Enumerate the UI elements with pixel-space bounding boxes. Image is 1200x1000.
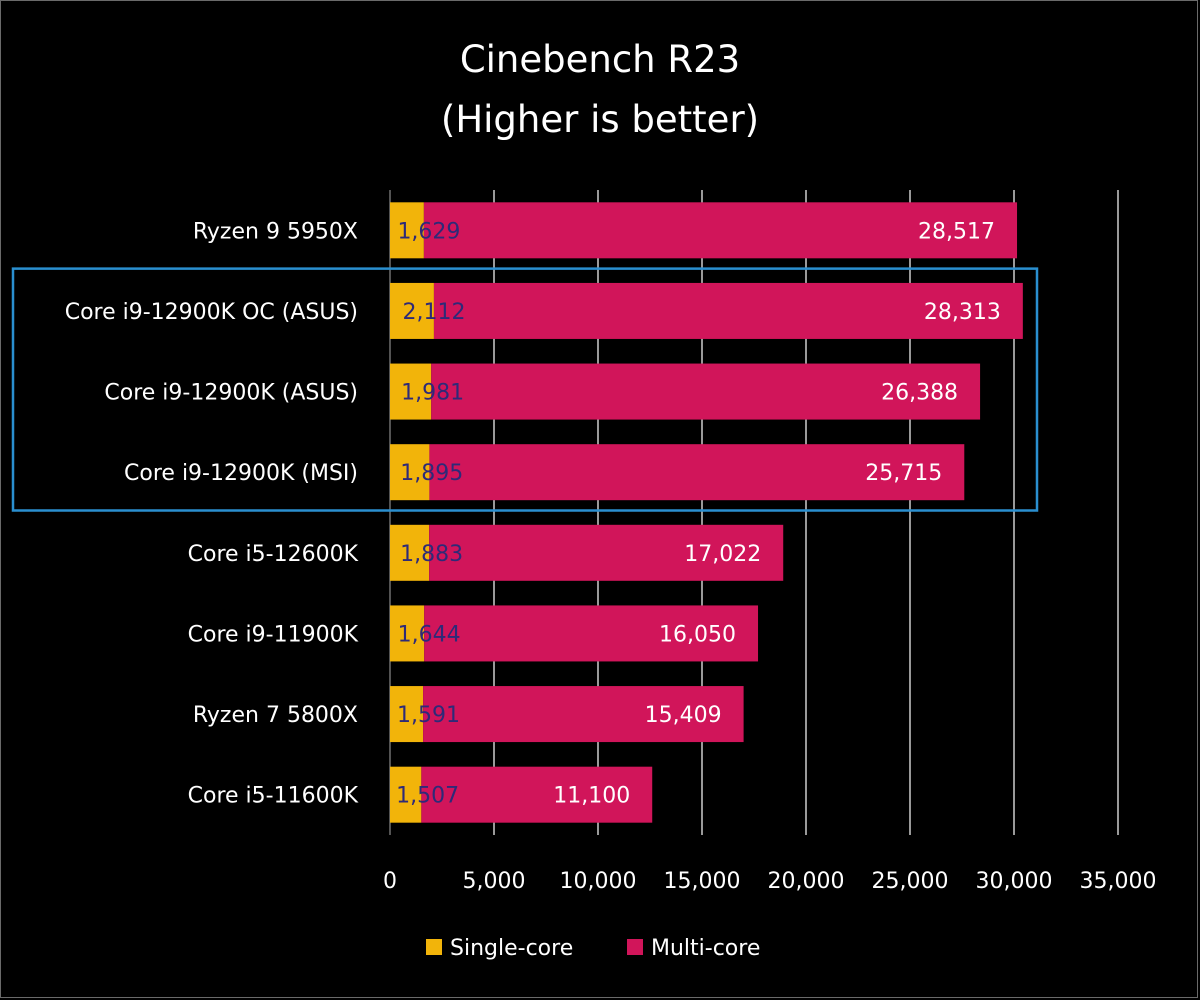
category-label: Core i5-11600K xyxy=(188,784,359,809)
x-tick-label: 5,000 xyxy=(463,869,526,894)
x-tick-label: 0 xyxy=(383,869,397,894)
category-label: Ryzen 9 5950X xyxy=(193,219,358,244)
bar-multi-core xyxy=(423,202,1018,259)
x-tick-label: 15,000 xyxy=(664,869,741,894)
single-core-value-label: 1,883 xyxy=(400,542,463,567)
multi-core-value-label: 17,022 xyxy=(684,542,761,567)
single-core-value-label: 1,644 xyxy=(398,622,461,647)
single-core-value-label: 1,981 xyxy=(401,381,464,406)
bar-multi-core xyxy=(424,605,759,662)
bar-single-core xyxy=(390,202,424,259)
single-core-value-label: 1,591 xyxy=(397,703,460,728)
category-label: Core i5-12600K xyxy=(188,542,359,567)
category-label: Core i9-12900K OC (ASUS) xyxy=(65,300,358,325)
legend-multi-core-label: Multi-core xyxy=(651,936,760,961)
bar-multi-core xyxy=(421,766,653,823)
multi-core-value-label: 11,100 xyxy=(553,784,630,809)
bar-single-core xyxy=(390,363,432,420)
bar-single-core xyxy=(390,444,430,501)
single-core-value-label: 2,112 xyxy=(402,300,465,325)
category-labels: Ryzen 9 5950X Core i9-12900K OC (ASUS) Cor… xyxy=(65,219,359,808)
legend: Single-core Multi-core xyxy=(426,936,760,961)
x-tick-label: 25,000 xyxy=(872,869,949,894)
bar-single-core xyxy=(390,686,424,743)
category-label: Core i9-12900K (ASUS) xyxy=(104,381,358,406)
x-tick-label: 20,000 xyxy=(768,869,845,894)
legend-single-core-label: Single-core xyxy=(450,936,573,961)
category-label: Core i9-11900K xyxy=(188,622,359,647)
chart-subtitle: (Higher is better) xyxy=(441,98,759,141)
bar-single-core xyxy=(390,766,422,823)
bar-single-core xyxy=(390,605,425,662)
category-label: Core i9-12900K (MSI) xyxy=(124,461,358,486)
multi-core-value-label: 16,050 xyxy=(659,622,736,647)
legend-single-core-swatch xyxy=(426,939,442,955)
x-tick-label: 30,000 xyxy=(976,869,1053,894)
highlight-box xyxy=(11,267,1039,512)
single-core-value-label: 1,507 xyxy=(396,784,459,809)
bar-multi-core xyxy=(429,524,784,581)
legend-multi-core-swatch xyxy=(627,939,643,955)
multi-core-value-label: 15,409 xyxy=(645,703,722,728)
bars: 1,629 28,517 2,112 28,313 1,981 26,388 1,895 25… xyxy=(390,202,1023,823)
multi-core-value-label: 28,313 xyxy=(924,300,1001,325)
multi-core-value-label: 28,517 xyxy=(918,219,995,244)
single-core-value-label: 1,895 xyxy=(400,461,463,486)
multi-core-value-label: 25,715 xyxy=(865,461,942,486)
highlight-group xyxy=(11,267,1039,512)
bar-multi-core xyxy=(433,282,1023,339)
bar-multi-core xyxy=(423,686,744,743)
bar-single-core xyxy=(390,524,430,581)
x-axis-ticks: 0 5,000 10,000 15,000 20,000 25,000 30,000 35,0… xyxy=(383,869,1156,894)
x-tick-label: 35,000 xyxy=(1080,869,1157,894)
bar-single-core xyxy=(390,282,434,339)
category-label: Ryzen 7 5800X xyxy=(193,703,358,728)
multi-core-value-label: 26,388 xyxy=(881,381,958,406)
bar-multi-core xyxy=(429,444,965,501)
x-tick-label: 10,000 xyxy=(560,869,637,894)
bar-multi-core xyxy=(431,363,981,420)
single-core-value-label: 1,629 xyxy=(397,219,460,244)
chart-title: Cinebench R23 xyxy=(460,38,740,81)
